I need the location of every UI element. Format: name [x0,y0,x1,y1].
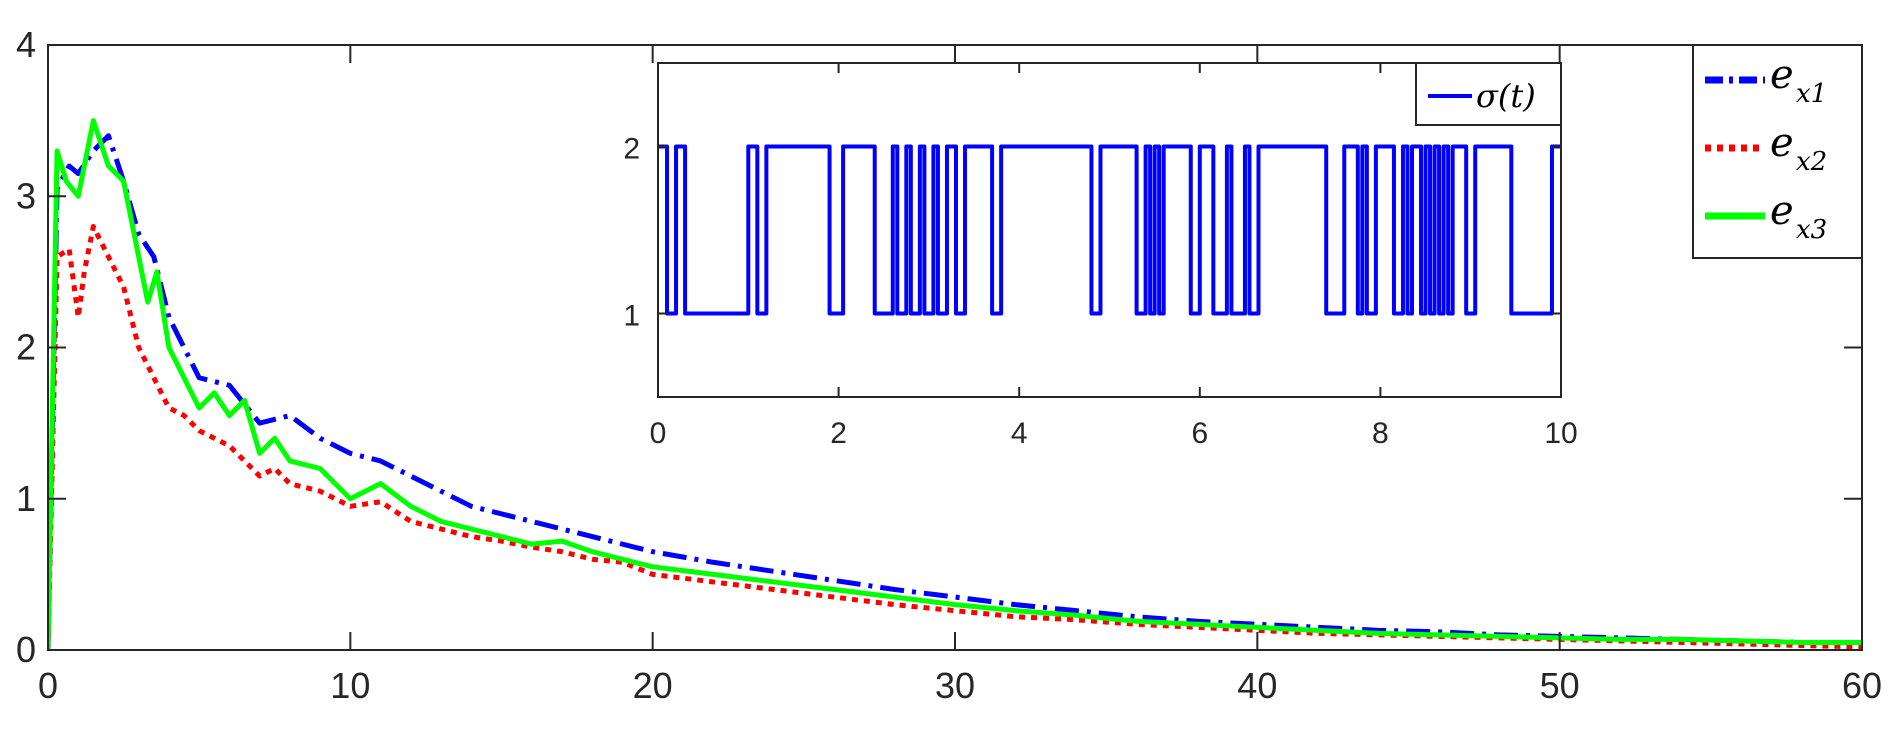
y-tick-label: 4 [16,24,36,65]
legend-sub-label-2: x3 [1796,215,1827,245]
axes-box [657,62,1562,398]
legend-sub-label-1: x2 [1796,147,1827,177]
y-tick-label: 3 [16,175,36,216]
main-legend: e x1e x2e x3 [1692,44,1863,259]
inset-legend-label: σ(t) [1476,77,1536,115]
y-tick-label: 0 [16,629,36,670]
legend-label-1: e [1770,120,1794,166]
series-line-sigma-0 [658,144,1561,316]
series-line-e-0 [48,133,1862,650]
x-tick-label: 50 [1540,665,1580,706]
x-tick-label: 10 [1544,417,1577,450]
series-group [658,144,1561,316]
legend-sub-label-0: x1 [1796,79,1827,109]
series-line-e-2 [48,118,1862,650]
x-tick-label: 0 [38,665,58,706]
series-line-e-1 [48,224,1862,650]
y-tick-label: 2 [623,133,640,166]
x-tick-label: 6 [1191,417,1208,450]
x-tick-label: 10 [330,665,370,706]
legend-label-0: e [1770,52,1794,98]
x-tick-label: 2 [830,417,847,450]
series-group [48,118,1862,650]
inset-legend: σ(t) [1415,62,1562,126]
x-tick-label: 8 [1372,417,1389,450]
legend-label-2: e [1770,188,1794,234]
x-tick-label: 40 [1237,665,1277,706]
x-tick-label: 60 [1842,665,1882,706]
x-tick-label: 4 [1011,417,1028,450]
x-tick-label: 30 [935,665,975,706]
y-tick-label: 1 [623,300,640,333]
y-tick-label: 2 [16,327,36,368]
x-tick-label: 0 [650,417,667,450]
x-tick-label: 20 [633,665,673,706]
y-tick-label: 1 [16,478,36,519]
